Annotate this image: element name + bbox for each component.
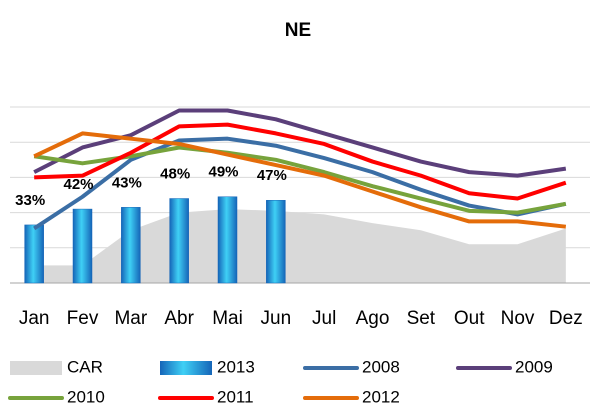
bar [24,224,44,284]
chart-title: NE [285,20,311,41]
data-label: 47% [257,167,287,184]
x-tick-label: Ago [356,308,390,329]
bar [121,207,141,284]
bar [169,198,189,284]
legend-label: 2010 [67,387,105,406]
x-tick-label: Mar [114,308,147,329]
data-label: 48% [160,165,190,182]
x-tick-label: Abr [164,308,194,329]
legend-label: 2012 [362,387,400,406]
x-tick-label: Dez [549,308,583,329]
x-tick-label: Out [454,308,485,329]
line [33,136,567,231]
bar [217,196,238,284]
x-tick-label: Jun [261,308,292,329]
bar [266,200,286,284]
x-tick-label: Set [407,308,436,329]
legend-swatch [10,361,62,375]
data-label: 42% [63,176,93,193]
legend-label: 2009 [515,357,553,376]
x-tick-label: Nov [501,308,535,329]
x-tick-label: Jan [19,308,50,329]
legend-label: 2013 [217,357,255,376]
data-label: 49% [208,164,238,181]
line [34,122,567,201]
legend-swatch [160,361,212,375]
line [33,131,567,229]
legend-label: 2008 [362,357,400,376]
data-label: 33% [15,192,45,209]
area [34,209,566,283]
legend-label: CAR [67,357,103,376]
x-tick-label: Jul [312,308,336,329]
x-tick-label: Mai [212,308,243,329]
data-label: 43% [112,174,142,191]
x-tick-label: Fev [67,308,99,329]
bar [72,208,93,284]
legend-label: 2011 [217,387,254,406]
